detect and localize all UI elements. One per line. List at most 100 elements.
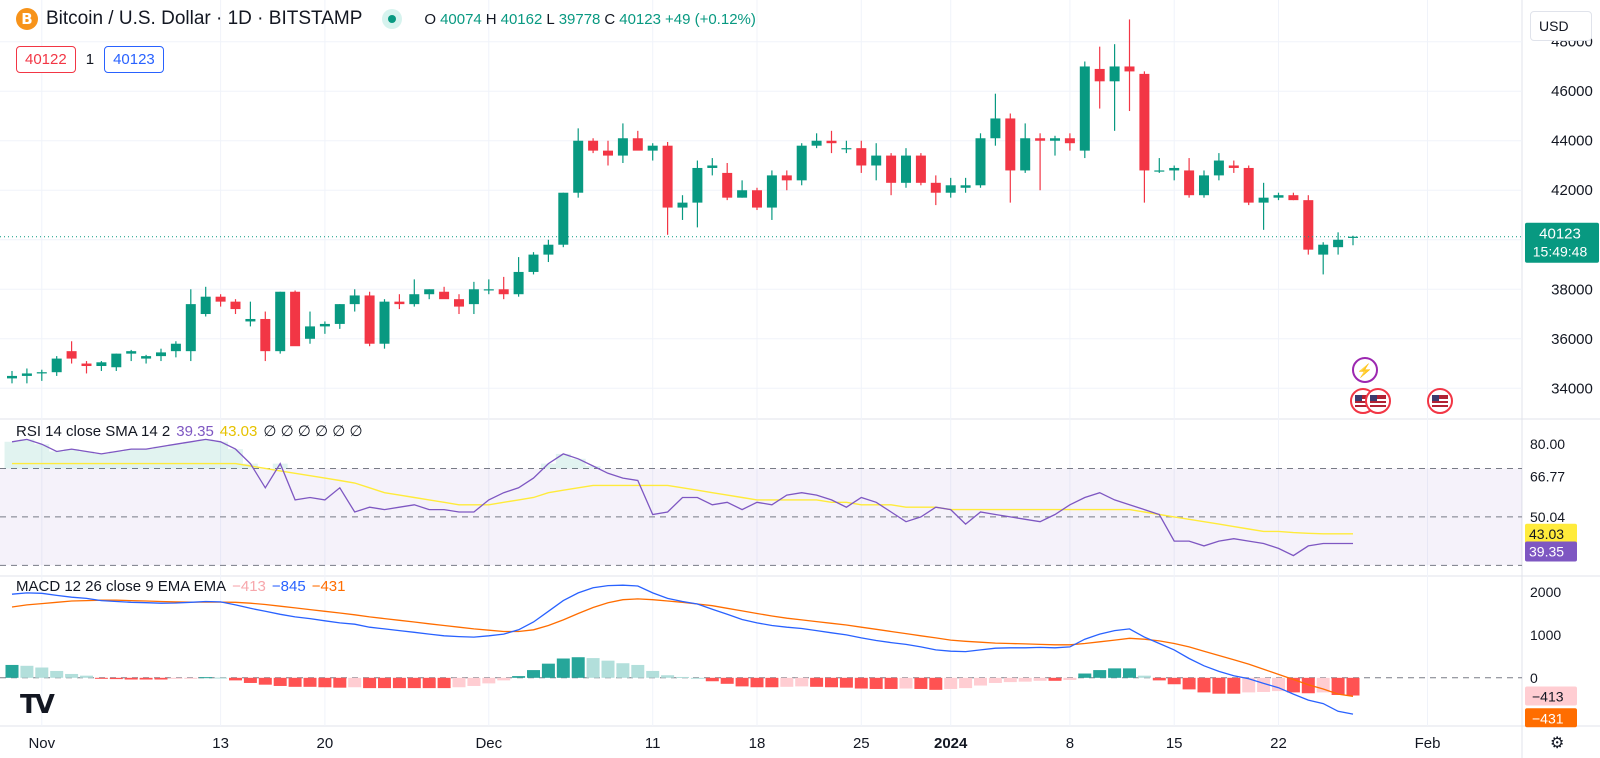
macd-histogram-bar (839, 677, 853, 688)
macd-histogram-bar (154, 677, 168, 680)
lightning-glyph: ⚡ (1357, 363, 1373, 379)
x-tick-label: 8 (1066, 735, 1074, 752)
rsi-legend-empty-values: ∅ ∅ ∅ ∅ ∅ ∅ (263, 423, 363, 440)
open-value: 40074 (440, 10, 482, 28)
flag-canton (1355, 395, 1362, 401)
macd-histogram-bar (318, 677, 332, 688)
candle-body (603, 150, 613, 156)
candle-body (1318, 244, 1329, 255)
macd-histogram-bar (974, 677, 987, 686)
price-tick-label: 34000 (1551, 380, 1593, 397)
macd-histogram-bar (378, 677, 391, 689)
rsi-tick-label: 50.04 (1530, 509, 1565, 525)
sell-button[interactable]: 40122 (16, 46, 76, 73)
macd-histogram-bar (884, 677, 898, 689)
candle-body (1348, 236, 1358, 238)
candle-body (1079, 66, 1090, 151)
last-price-label: 40123 (1539, 226, 1581, 243)
currency-select[interactable]: USD (1530, 11, 1592, 41)
macd-histogram-bar (497, 677, 511, 681)
macd-histogram-bar (988, 677, 1002, 683)
signal-price-tag: −431 (1532, 710, 1564, 726)
candle-body (1184, 170, 1195, 196)
x-tick-label: 11 (645, 735, 661, 752)
macd-histogram-bar (1078, 673, 1092, 678)
candle-body (1035, 138, 1046, 141)
tradingview-logo[interactable]: TV (20, 690, 55, 720)
candle-body (454, 299, 464, 307)
macd-histogram-bar (392, 677, 406, 689)
candle-body (1139, 73, 1150, 171)
candle-body (990, 118, 1001, 139)
macd-histogram-bar (452, 677, 466, 688)
candle-body (1228, 165, 1239, 168)
signal-price-tag-bg (1525, 708, 1577, 728)
rsi-legend-value: 39.35 (176, 422, 214, 440)
macd-histogram-bar (258, 677, 272, 685)
macd-histogram-bar (631, 664, 645, 678)
low-key: L (546, 10, 555, 28)
candle-body (1109, 66, 1120, 82)
price-tick-label: 36000 (1551, 331, 1593, 348)
macd-histogram-bar (676, 676, 689, 678)
macd-histogram-bar (735, 677, 749, 687)
candle-body (1273, 195, 1284, 198)
macd-histogram-bar (35, 667, 49, 678)
macd-histogram-bar (65, 673, 79, 678)
macd-histogram-bar (50, 670, 64, 678)
candle-body (766, 175, 777, 208)
candle-body (513, 271, 524, 295)
open-key: O (424, 10, 437, 28)
macd-histogram-bar (184, 677, 198, 679)
price-tick-label: 42000 (1551, 182, 1593, 199)
candle-body (319, 323, 330, 327)
macd-histogram-bar (229, 677, 242, 681)
macd-histogram-bar (407, 677, 421, 689)
macd-histogram-bar (1316, 677, 1330, 693)
buy-button[interactable]: 40123 (104, 46, 164, 73)
macd-histogram-bar (512, 676, 526, 678)
macd-histogram-bar (705, 677, 719, 682)
candle-body (901, 155, 911, 183)
change-value: +49 (+0.12%) (664, 10, 756, 28)
macd-histogram-bar (1242, 677, 1256, 693)
macd-histogram-bar (1137, 675, 1151, 678)
last-price-label-bg (1525, 222, 1599, 263)
symbol-title[interactable]: Bitcoin / U.S. Dollar · 1D · BITSTAMP (46, 8, 363, 29)
flag-canton (1432, 395, 1439, 401)
candle-body (1064, 138, 1075, 144)
candle-body (409, 294, 420, 305)
macd-histogram-bar (1197, 677, 1211, 693)
settings-icon[interactable]: ⚙ (1550, 735, 1565, 752)
candle-body (290, 291, 301, 347)
macd-histogram-bar (214, 677, 228, 679)
candle-body (483, 289, 494, 291)
x-tick-label: 22 (1270, 735, 1287, 752)
macd-histogram-bar (1227, 677, 1241, 694)
x-tick-label: Feb (1415, 735, 1441, 752)
macd-histogram-bar (94, 677, 108, 679)
price-tick-label: 44000 (1551, 133, 1593, 150)
macd-histogram-bar (899, 677, 913, 689)
macd-histogram-bar (1108, 668, 1122, 678)
x-tick-label: Nov (28, 735, 55, 752)
rsi-price-tag-bg (1525, 541, 1577, 562)
candle-body (439, 291, 450, 300)
x-tick-label: 20 (317, 735, 334, 752)
candle-body (156, 352, 166, 357)
price-tick-label: 38000 (1551, 281, 1593, 298)
rsi-legend[interactable]: RSI 14 close SMA 14 2 39.35 43.03 ∅ ∅ ∅ … (16, 422, 363, 441)
macd-histogram-bar (1167, 677, 1181, 685)
candle-body (930, 182, 941, 193)
rsi-price-tag: 39.35 (1529, 544, 1564, 560)
candle-body (215, 296, 226, 302)
macd-legend[interactable]: MACD 12 26 close 9 EMA EMA −413 −845 −43… (16, 578, 345, 595)
macd-histogram-bar (437, 677, 451, 689)
candle-body (871, 155, 882, 166)
candle-body (1199, 175, 1209, 196)
candle-body (737, 190, 748, 198)
macd-histogram-bar (273, 677, 287, 686)
candle-body (126, 351, 137, 354)
flag-stripe-white (1432, 403, 1448, 405)
